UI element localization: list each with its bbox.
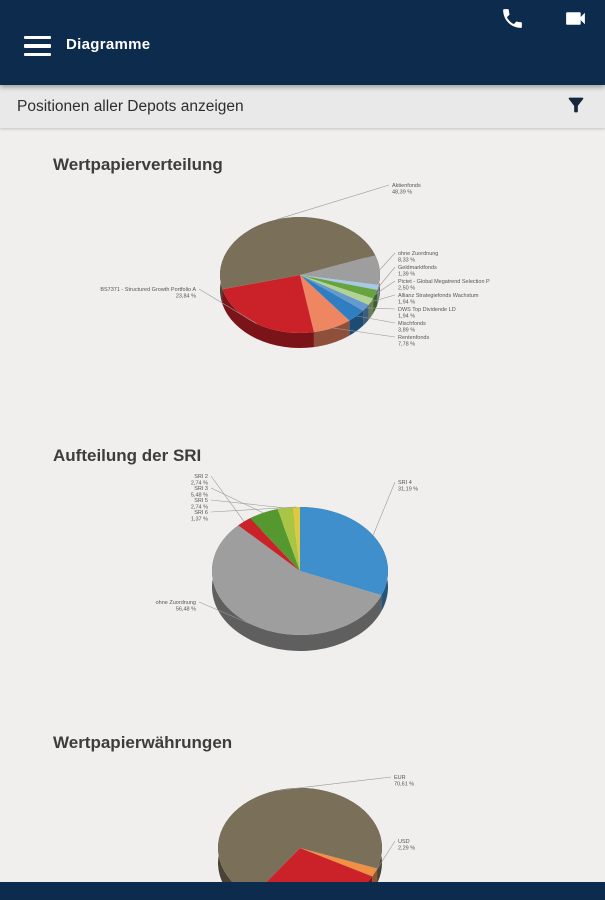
slice-label: DWS Top Dividende LD 1,94 % xyxy=(398,307,456,320)
charts-scroll-area[interactable]: Wertpapierverteilung ohne Zuordnung 8,33 … xyxy=(0,128,605,882)
slice-leader-line xyxy=(275,776,392,791)
pie-slice[interactable] xyxy=(218,788,382,882)
app-title: Diagramme xyxy=(66,36,151,53)
pie-slice-side xyxy=(222,289,314,348)
pie-slice[interactable] xyxy=(252,848,373,882)
slice-leader-line xyxy=(198,601,251,625)
chart-title: Wertpapierverteilung xyxy=(53,155,223,174)
slice-label: Aktienfonds 48,39 % xyxy=(392,183,421,196)
chart-title: Wertpapierwährungen xyxy=(53,733,233,752)
menu-icon[interactable] xyxy=(24,36,51,56)
app-bar: Diagramme xyxy=(0,0,605,85)
slice-leader-line xyxy=(210,487,264,514)
slice-label: SRI 4 31,19 % xyxy=(398,480,418,493)
slice-label: Pictet - Global Megatrend Selection P 2,5… xyxy=(398,279,490,292)
pie-slice[interactable] xyxy=(300,275,350,333)
pie-slice[interactable] xyxy=(300,275,369,311)
pie-slice[interactable] xyxy=(238,518,300,571)
pie-chart-wertpapierverteilung: ohne Zuordnung 8,33 %Geldmarktfonds 1,39 %… xyxy=(100,183,490,348)
slice-label: USD 2,29 % xyxy=(398,839,415,852)
slice-leader-line xyxy=(198,288,257,324)
app-bar-actions xyxy=(499,6,589,33)
slice-leader-line xyxy=(377,266,396,288)
slice-leader-line xyxy=(210,506,297,513)
pie-slice[interactable] xyxy=(300,275,379,291)
slice-label: Rentenfonds 7,78 % xyxy=(398,335,429,348)
pie-slice[interactable] xyxy=(300,507,388,596)
pie-slice-side xyxy=(313,320,350,348)
slice-leader-line xyxy=(379,252,396,271)
slice-leader-line xyxy=(332,327,396,338)
pie-slice[interactable] xyxy=(250,509,300,571)
slice-leader-line xyxy=(374,840,396,873)
slice-leader-line xyxy=(356,315,396,324)
slice-label: Mischfonds 3,89 % xyxy=(398,321,426,334)
menu-bar xyxy=(24,52,51,56)
phone-icon[interactable] xyxy=(499,6,526,33)
filter-icon[interactable] xyxy=(561,92,591,122)
slice-label: SRI 5 2,74 % xyxy=(191,498,208,511)
slice-leader-line xyxy=(372,481,396,536)
pie-slice[interactable] xyxy=(300,275,378,299)
pie-slice[interactable] xyxy=(292,507,300,571)
filter-bar-label: Positionen aller Depots anzeigen xyxy=(17,97,244,115)
pie-slice-side xyxy=(373,290,378,314)
menu-bar xyxy=(24,44,51,48)
pie-slice[interactable] xyxy=(211,525,382,635)
filter-bar[interactable]: Positionen aller Depots anzeigen xyxy=(0,85,605,128)
pie-slice-side xyxy=(368,298,374,320)
pie-slice[interactable] xyxy=(277,507,300,571)
slice-leader-line xyxy=(276,184,390,220)
slice-label: BS7371 - Structured Growth Portfolio A 23… xyxy=(100,287,196,300)
pie-slice-side xyxy=(367,876,373,882)
pie-slice-side xyxy=(372,868,378,882)
pie-slice-side xyxy=(349,310,364,336)
slice-leader-line xyxy=(375,280,396,295)
pie-slice[interactable] xyxy=(300,255,381,286)
chart-section-sri: Aufteilung der SRI SRI 4 31,19 % ohne Zuor… xyxy=(0,445,605,716)
slice-label: ohne Zuordnung 56,48 % xyxy=(156,600,196,613)
chart-title: Aufteilung der SRI xyxy=(53,446,202,465)
bottom-bar xyxy=(0,882,605,900)
pie-slice[interactable] xyxy=(219,216,376,290)
slice-leader-line xyxy=(370,294,396,303)
slice-label: Allianz Strategiefonds Wachstum 1,94 % xyxy=(398,293,479,306)
chart-section-waehrungen: Wertpapierwährungen USD 2,29 % EUR 70,61 % xyxy=(0,732,605,882)
video-icon[interactable] xyxy=(562,6,589,33)
pie-slice[interactable] xyxy=(222,275,314,333)
slice-leader-line xyxy=(365,307,396,310)
pie-slice[interactable] xyxy=(300,848,378,877)
pie-slice-side xyxy=(363,304,369,326)
chart-section-wertpapierverteilung: Wertpapierverteilung ohne Zuordnung 8,33 … xyxy=(0,154,605,415)
slice-label: EUR 70,61 % xyxy=(394,775,414,788)
slice-label: SRI 3 5,48 % xyxy=(191,486,208,499)
slice-label: ohne Zuordnung 8,33 % xyxy=(398,251,438,264)
pie-slice[interactable] xyxy=(300,275,374,305)
pie-chart-sri: SRI 4 31,19 % ohne Zuordnung 56,48 % SRI 2 2,… xyxy=(156,474,418,651)
slice-label: Geldmarktfonds 1,39 % xyxy=(398,265,437,278)
slice-label: SRI 6 1,37 % xyxy=(191,510,208,523)
slice-label: SRI 2 2,74 % xyxy=(191,474,208,487)
slice-leader-line xyxy=(210,475,245,522)
menu-bar xyxy=(24,36,51,40)
pie-slice[interactable] xyxy=(300,275,364,321)
pie-chart-waehrungen: USD 2,29 % EUR 70,61 % xyxy=(218,775,415,882)
slice-leader-line xyxy=(210,499,285,509)
